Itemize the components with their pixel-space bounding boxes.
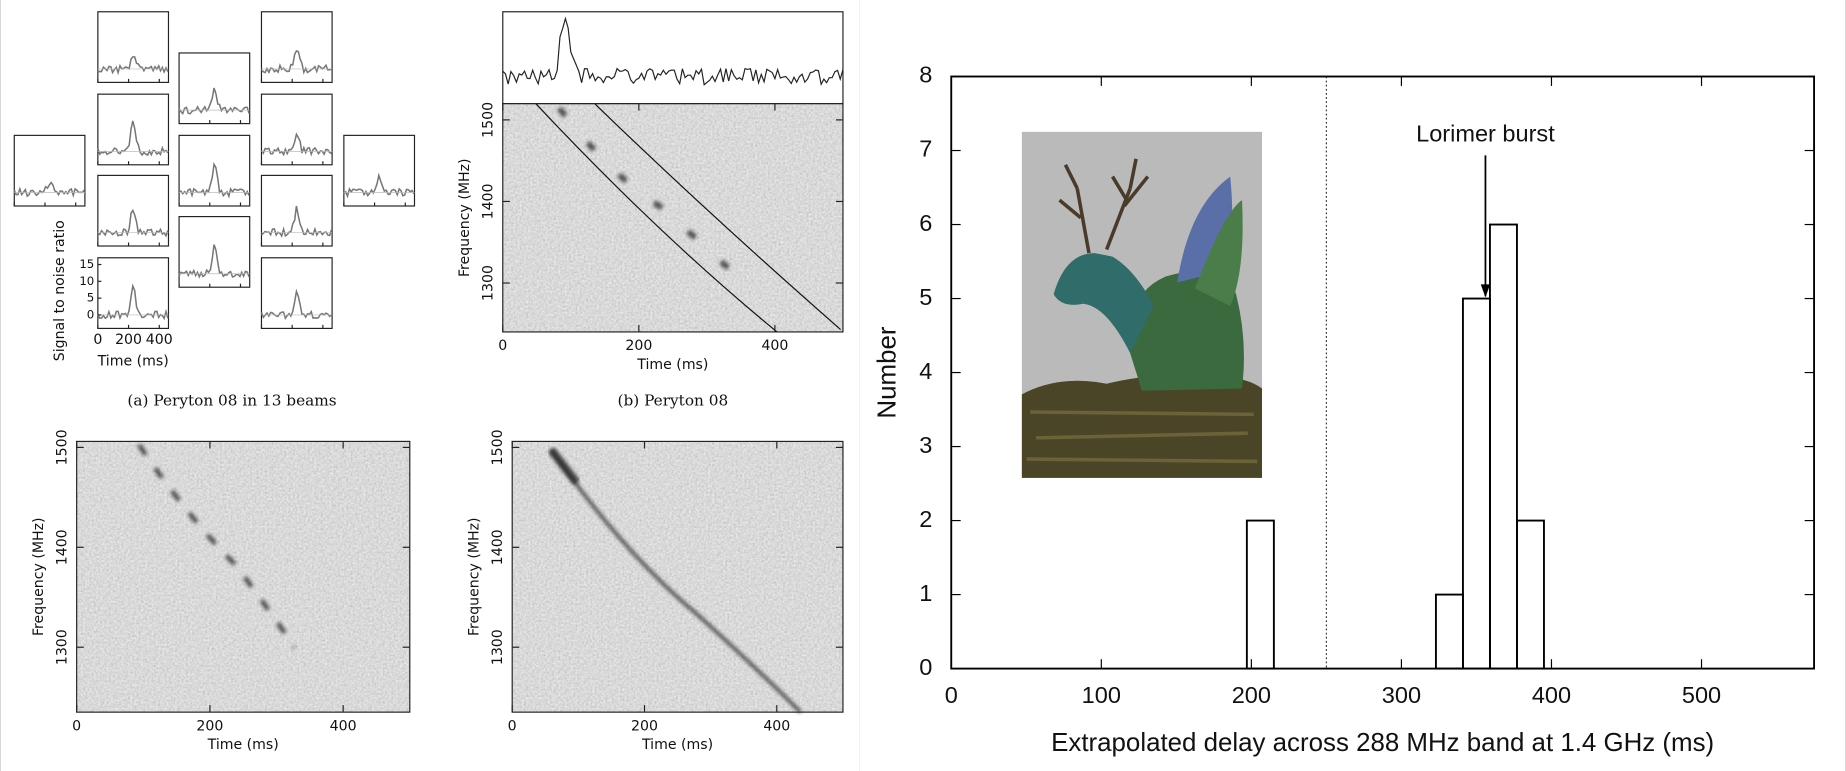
beam-signal [178, 87, 250, 116]
y-tick-label: 0 [87, 307, 95, 321]
x-tick-label: 200 [631, 718, 658, 734]
plot-frame [511, 440, 844, 713]
x-tick-label: 200 [196, 718, 223, 734]
y-tick-label: 7 [919, 136, 932, 162]
beam-box [97, 11, 170, 83]
beam-box [260, 11, 333, 83]
x-tick-label: 0 [93, 332, 102, 348]
plot-frame [76, 440, 411, 713]
x-tick-label: 0 [945, 682, 958, 708]
dynamic-spectrum [502, 103, 843, 332]
x-tick-label: 400 [763, 718, 790, 734]
beam-signal [261, 205, 333, 238]
x-tick-label: 200 [115, 332, 142, 348]
y-tick-label: 1400 [481, 183, 497, 219]
dispersion-guide [594, 103, 841, 331]
beam-signal [97, 120, 169, 157]
x-tick-label: 200 [625, 338, 652, 354]
x-tick-label: 400 [146, 332, 173, 348]
y-tick-label: 4 [919, 358, 932, 384]
beam-signal [178, 244, 250, 279]
y-tick-label: 1500 [490, 429, 506, 465]
y-tick-label: 1400 [55, 529, 71, 565]
x-axis-label: Time (ms) [97, 353, 169, 369]
y-tick-label: 1 [919, 580, 932, 606]
y-axis-label: Signal to noise ratio [52, 220, 68, 361]
x-tick-label: 400 [761, 338, 788, 354]
beam-signal [97, 56, 169, 76]
beam-signal [13, 181, 85, 198]
plot-frame [502, 102, 844, 333]
y-tick-label: 15 [79, 257, 94, 271]
beam-box [13, 134, 86, 207]
x-axis-label: Extrapolated delay across 288 MHz band a… [1051, 729, 1714, 757]
x-tick-label: 200 [1232, 682, 1271, 708]
inset-illustration [1021, 131, 1263, 478]
beam-signal [179, 161, 250, 199]
y-axis-label: Frequency (MHz) [31, 517, 47, 636]
x-tick-label: 0 [72, 718, 81, 734]
burst-sweep [556, 106, 738, 278]
dynamic-spectrum [76, 441, 410, 713]
beam-signal [260, 50, 332, 75]
caption: (a) Peryton 08 in 13 beams [127, 391, 336, 409]
y-tick-label: 1500 [55, 429, 71, 465]
y-tick-label: 2 [919, 506, 932, 532]
beam-signal [260, 132, 332, 157]
y-tick-label: 1300 [55, 629, 71, 665]
y-axis-label: Frequency (MHz) [457, 158, 473, 277]
dynamic-spectrum [512, 441, 843, 713]
beam-signal [343, 172, 415, 199]
x-tick-label: 500 [1682, 682, 1721, 708]
x-tick-label: 0 [498, 338, 507, 354]
y-tick-label: 5 [87, 291, 95, 305]
beam-signal [97, 283, 169, 321]
y-tick-label: 1400 [490, 529, 506, 565]
x-tick-label: 100 [1082, 682, 1121, 708]
y-tick-label: 0 [919, 654, 932, 680]
beam-box [178, 215, 251, 288]
x-tick-label: 400 [1532, 682, 1571, 708]
beam-signal [260, 288, 332, 321]
x-axis-label: Time (ms) [641, 737, 713, 753]
annotation: Lorimer burst [1416, 121, 1555, 147]
x-tick-label: 400 [330, 718, 357, 734]
right-background [859, 0, 1846, 771]
caption: (b) Peryton 08 [617, 391, 728, 409]
beam-box [97, 257, 170, 329]
burst-sweep [549, 448, 802, 714]
y-tick-label: 6 [919, 210, 932, 236]
x-tick-label: 0 [508, 718, 517, 734]
y-axis-label: Frequency (MHz) [467, 517, 483, 636]
beam-box [178, 134, 251, 207]
x-axis-label: Time (ms) [207, 737, 279, 753]
y-tick-label: 1500 [481, 102, 497, 138]
timeseries-box [502, 11, 844, 105]
y-tick-label: 3 [919, 432, 932, 458]
y-tick-label: 5 [919, 284, 932, 310]
y-axis-label: Number [874, 326, 902, 418]
y-tick-label: 1300 [481, 265, 497, 301]
y-tick-label: 8 [919, 62, 932, 88]
y-tick-label: 1300 [490, 629, 506, 665]
dispersion-guide [535, 103, 778, 333]
y-tick-label: 10 [79, 274, 94, 288]
burst-sweep [547, 447, 581, 486]
arrow-head [1480, 284, 1491, 298]
x-axis-label: Time (ms) [636, 357, 708, 373]
timeseries-line [502, 16, 844, 87]
x-tick-label: 300 [1382, 682, 1421, 708]
